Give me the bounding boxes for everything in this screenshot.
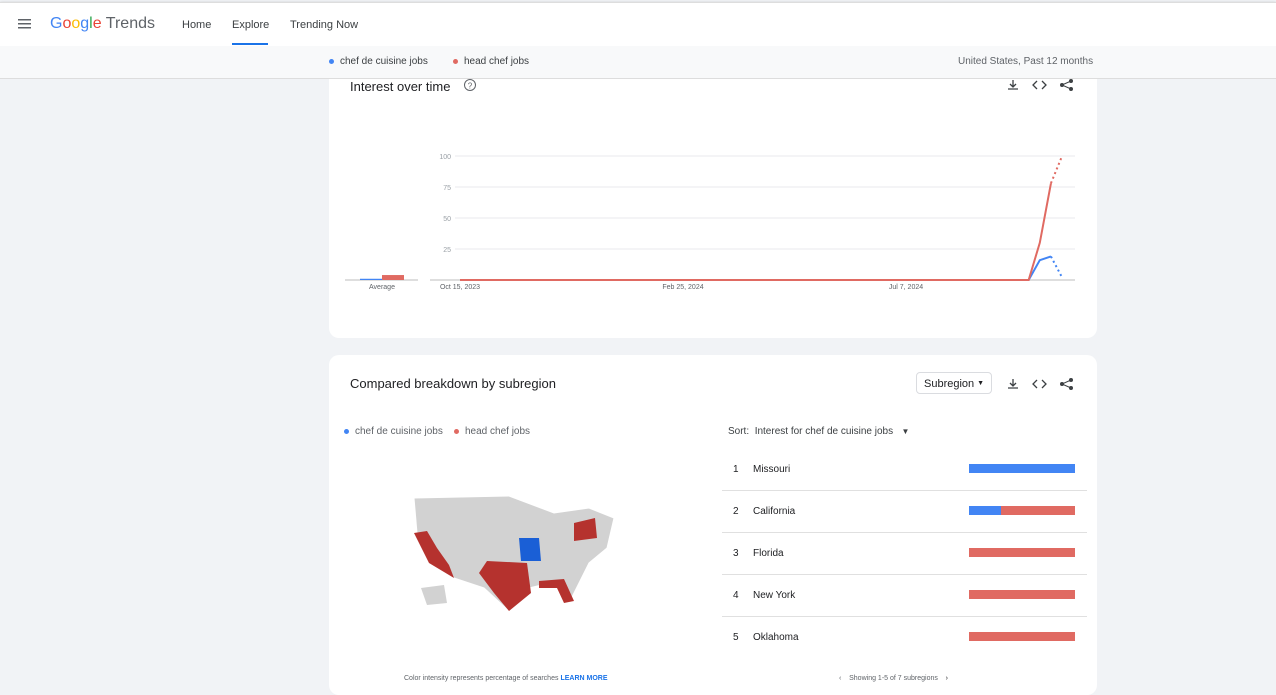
nav-explore[interactable]: Explore	[232, 19, 270, 31]
compare-bar: chef de cuisine jobs head chef jobs Unit…	[0, 46, 1276, 79]
card-title: Interest over time	[350, 79, 451, 94]
region-name: California	[753, 506, 796, 517]
sort[interactable]: Sort: Interest for chef de cuisine jobs …	[728, 426, 910, 437]
share-bar	[969, 464, 1075, 473]
rank: 2	[733, 506, 739, 517]
rank-row[interactable]: 1 Missouri	[722, 449, 1087, 491]
share-bar	[1000, 506, 1075, 515]
scope: United States, Past 12 months	[958, 56, 1094, 67]
card-title: Compared breakdown by subregion	[350, 376, 556, 391]
sort-label: Sort:	[728, 426, 750, 437]
region-name: Oklahoma	[753, 632, 799, 643]
help-icon[interactable]: ?	[463, 78, 477, 92]
rank-row[interactable]: 3 Florida	[722, 533, 1087, 575]
note: Color intensity represents percentage of…	[404, 675, 559, 682]
nav-underline	[232, 43, 268, 45]
share-bar	[969, 590, 1075, 599]
pagination[interactable]: ‹ Showing 1-5 of 7 subregions ›	[839, 675, 948, 682]
subregion-card: Compared breakdown by subregion Subregio…	[329, 355, 1097, 695]
header: Google Trends Home Explore Trending Now	[0, 2, 1276, 46]
region-name: New York	[753, 590, 796, 601]
logo[interactable]: Google Trends	[50, 15, 155, 33]
rank: 4	[733, 590, 739, 601]
footer-note: Color intensity represents percentage of…	[404, 675, 608, 682]
map	[413, 495, 615, 612]
rank-row[interactable]: 4 New York	[722, 575, 1087, 617]
term: chef de cuisine jobs	[340, 56, 428, 67]
term: head chef jobs	[464, 56, 530, 67]
svg-text:?: ?	[468, 82, 473, 91]
legend-item: head chef jobs	[465, 426, 531, 437]
rank: 3	[733, 548, 739, 559]
interest-card: Interest over time ?	[329, 79, 1097, 338]
legend-item: chef de cuisine jobs	[355, 426, 443, 437]
rank-list: 1 Missouri 2 California 3 Florida 4 New York 5 Ok…	[722, 449, 1087, 658]
dropdown-label: Subregion	[924, 378, 975, 390]
pagination-text: Showing 1-5 of 7 subregions	[849, 675, 938, 682]
card-actions[interactable]	[1005, 78, 1077, 92]
sort-value: Interest for chef de cuisine jobs	[754, 426, 894, 437]
logo-google: Google	[50, 15, 102, 32]
learn-more[interactable]: LEARN MORE	[560, 675, 608, 682]
nav-trending[interactable]: Trending Now	[290, 19, 359, 31]
card-actions[interactable]	[1005, 377, 1077, 391]
share-bar	[969, 548, 1075, 557]
rank-row[interactable]: 2 California	[722, 491, 1087, 533]
dropdown[interactable]: Subregion ▼	[916, 372, 992, 394]
share-bar	[969, 632, 1075, 641]
rank: 5	[733, 632, 739, 643]
share-bar	[969, 506, 1001, 515]
nav-home[interactable]: Home	[182, 19, 212, 31]
rank: 1	[733, 464, 739, 475]
region-name: Missouri	[753, 464, 791, 475]
logo-trends: Trends	[105, 15, 155, 32]
region-name: Florida	[753, 548, 784, 559]
menu-icon[interactable]	[18, 19, 31, 29]
rank-row[interactable]: 5 Oklahoma	[722, 617, 1087, 658]
